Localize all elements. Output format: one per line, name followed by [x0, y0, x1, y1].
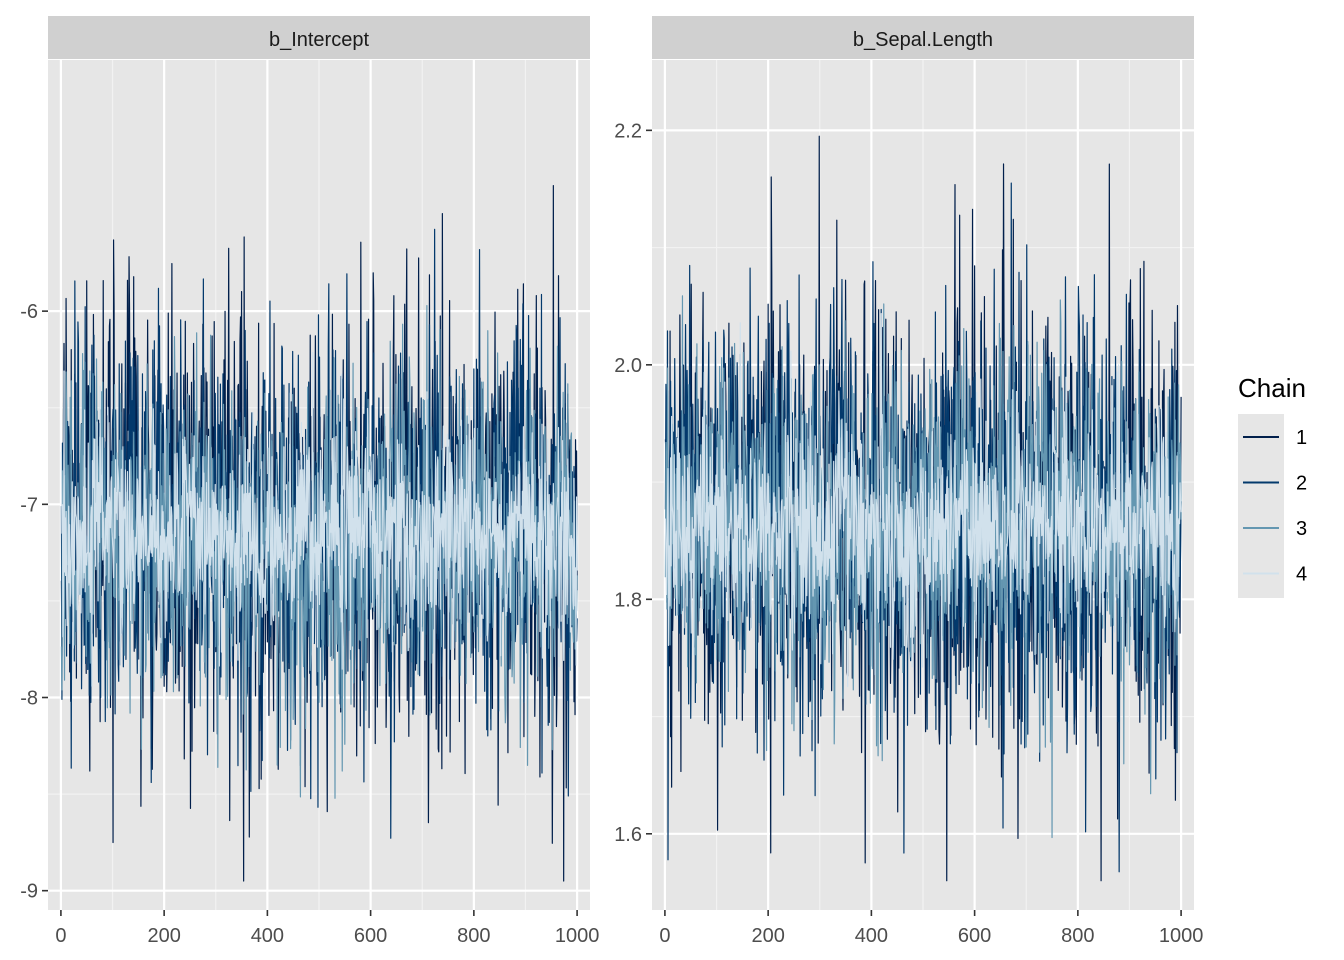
x-tick-label: 800	[1061, 925, 1094, 947]
x-tick-label: 200	[751, 925, 784, 947]
facet-panels: b_Intercept 0 200 400 600 800 1000 -9 -8 -7 -6 b_Se…	[20, 16, 1203, 947]
x-tick-label: 400	[251, 925, 284, 947]
x-tick-label: 600	[958, 925, 991, 947]
y-tick-label: 2.0	[614, 355, 642, 377]
legend-item-3: 3	[1243, 518, 1307, 540]
facet-strip	[48, 16, 590, 59]
y-tick-label: -7	[20, 494, 38, 516]
legend-key-background	[1238, 414, 1284, 598]
y-tick-label: 1.8	[614, 589, 642, 611]
legend: Chain 1 2 3 4	[1238, 373, 1307, 598]
x-tick-label: 1000	[1159, 925, 1204, 947]
x-tick-label: 400	[855, 925, 888, 947]
y-tick-label: -8	[20, 688, 38, 710]
facet-title: b_Sepal.Length	[853, 29, 993, 51]
legend-title: Chain	[1238, 373, 1306, 403]
x-tick-label: 600	[354, 925, 387, 947]
chain-3-trace	[664, 295, 1182, 839]
chain-4-trace	[664, 313, 1182, 688]
chain-2-trace	[60, 228, 578, 839]
chain-4-trace	[60, 352, 578, 693]
facet-strip	[652, 16, 1194, 59]
x-tick-label: 800	[457, 925, 490, 947]
facet-2: b_Sepal.Length 0 200 400 600 800 1000 1.6 1.8 2.0…	[614, 16, 1203, 947]
y-tick-label: -9	[20, 881, 38, 903]
facet-title: b_Intercept	[269, 29, 370, 51]
legend-label: 2	[1296, 473, 1307, 495]
legend-label: 3	[1296, 518, 1307, 540]
x-tick-label: 0	[659, 925, 670, 947]
trace-lines	[60, 184, 578, 882]
x-tick-label: 200	[147, 925, 180, 947]
legend-item-2: 2	[1243, 473, 1307, 495]
facet-1: b_Intercept 0 200 400 600 800 1000 -9 -8 -7 -6	[20, 16, 599, 947]
y-tick-label: 2.2	[614, 120, 642, 142]
legend-label: 4	[1296, 564, 1307, 586]
legend-items: 1 2 3 4	[1243, 427, 1307, 586]
legend-item-1: 1	[1243, 427, 1307, 449]
chain-3-trace	[60, 305, 578, 799]
legend-label: 1	[1296, 427, 1307, 449]
trace-lines	[664, 135, 1182, 882]
y-tick-label: -6	[20, 301, 38, 323]
legend-item-4: 4	[1243, 564, 1307, 586]
x-tick-label: 1000	[555, 925, 600, 947]
y-tick-label: 1.6	[614, 824, 642, 846]
x-tick-label: 0	[55, 925, 66, 947]
